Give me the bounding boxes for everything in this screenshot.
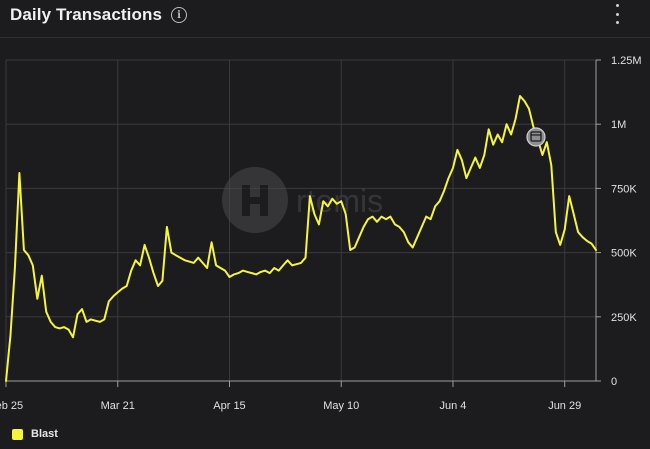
x-tick-label: Jun 29: [548, 400, 581, 412]
x-tick-label: Feb 25: [0, 400, 23, 412]
info-icon[interactable]: i: [171, 7, 188, 23]
chart-header: Daily Transactions i: [10, 2, 650, 28]
header-divider: [0, 37, 650, 38]
y-tick-label: 250K: [611, 312, 637, 324]
series-line-blast: [5, 95, 597, 382]
legend-label: Blast: [31, 428, 58, 440]
watermark-logo-mark-icon: [242, 185, 268, 216]
x-tick-label: Mar 21: [101, 400, 135, 412]
y-tick-label: 500K: [611, 248, 637, 260]
y-tick-label: 1.25M: [611, 55, 642, 67]
y-tick-label: 0: [611, 376, 617, 388]
y-tick-label: 750K: [611, 183, 637, 195]
chart-title: Daily Transactions: [10, 5, 163, 24]
legend-item-blast[interactable]: Blast: [12, 428, 58, 440]
more-options-icon[interactable]: [610, 4, 624, 24]
y-tick-label: 1M: [611, 119, 626, 131]
x-tick-label: May 10: [323, 400, 359, 412]
watermark: rtemis: [222, 167, 383, 233]
event-marker[interactable]: [526, 127, 546, 147]
x-tick-label: Apr 15: [213, 400, 245, 412]
event-marker-circle[interactable]: [526, 127, 546, 147]
grid: [5, 59, 596, 382]
legend-swatch: [12, 428, 23, 440]
axes: 0 250K 500K 750K 1M 1.25M Feb 25 Mar 21 Apr 15 Ma…: [0, 55, 642, 412]
x-tick-label: Jun 4: [440, 400, 467, 412]
calendar-icon: [530, 131, 542, 142]
